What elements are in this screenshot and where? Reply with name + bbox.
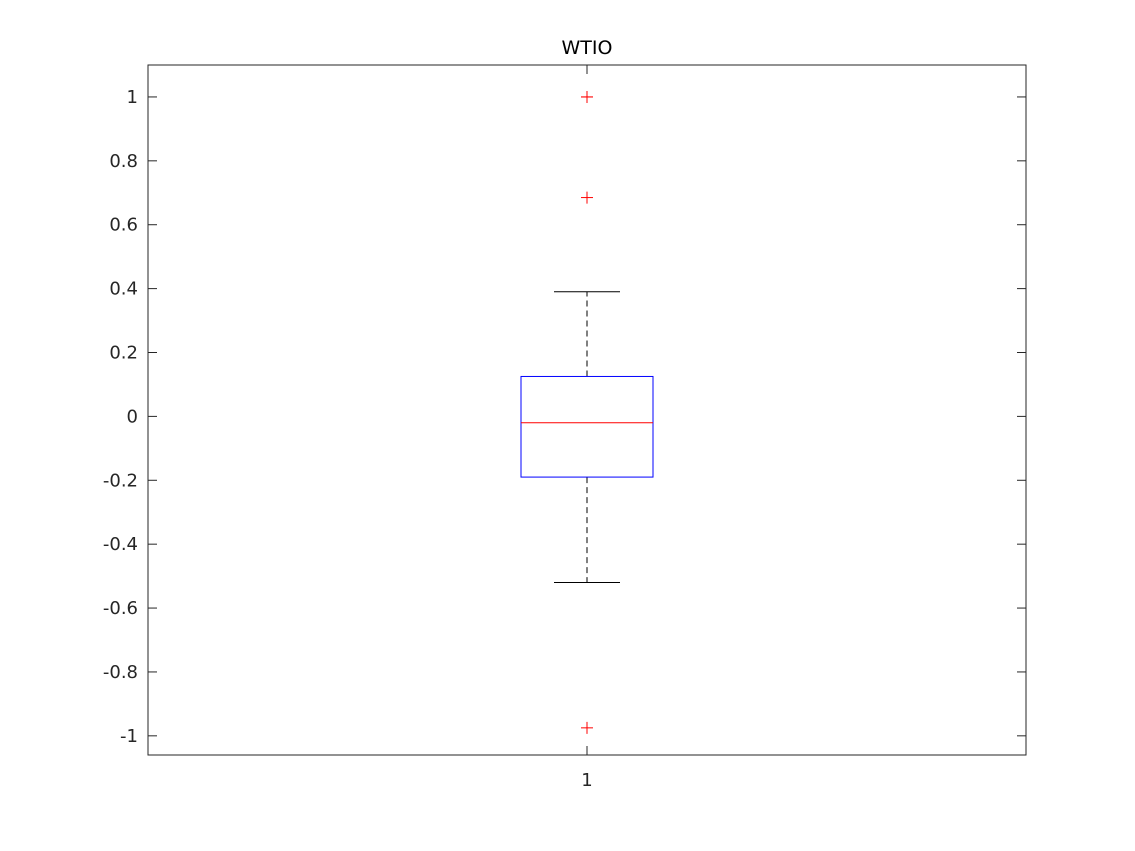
y-tick-label: 0.2 bbox=[109, 343, 138, 364]
outlier-marker bbox=[581, 90, 593, 103]
y-tick-label: 0.6 bbox=[109, 215, 138, 236]
y-tick-label: 0.4 bbox=[109, 279, 138, 300]
outlier-marker bbox=[581, 721, 593, 734]
x-tick-label: 1 bbox=[581, 770, 592, 791]
box-marks bbox=[520, 90, 654, 734]
interquartile-box bbox=[520, 375, 654, 478]
y-tick-label: 1 bbox=[127, 87, 138, 108]
y-tick-label: 0.8 bbox=[109, 151, 138, 172]
plot-background bbox=[148, 65, 1026, 755]
y-tick-label: -0.8 bbox=[103, 662, 138, 683]
chart-title: WTIO bbox=[562, 37, 613, 59]
plot-frame bbox=[147, 64, 1027, 756]
y-tick-label: -0.6 bbox=[103, 598, 138, 619]
axis-ticks: -1 -0.8 -0.6 -0.4 -0.2 0 0.2 0.4 0.6 0.8 1 1 bbox=[103, 65, 1026, 791]
outlier-marker bbox=[581, 191, 593, 204]
y-tick-label: -0.2 bbox=[103, 470, 138, 491]
y-tick-label: 0 bbox=[127, 406, 138, 427]
y-tick-label: -0.4 bbox=[103, 534, 138, 555]
y-tick-label: -1 bbox=[120, 726, 138, 747]
